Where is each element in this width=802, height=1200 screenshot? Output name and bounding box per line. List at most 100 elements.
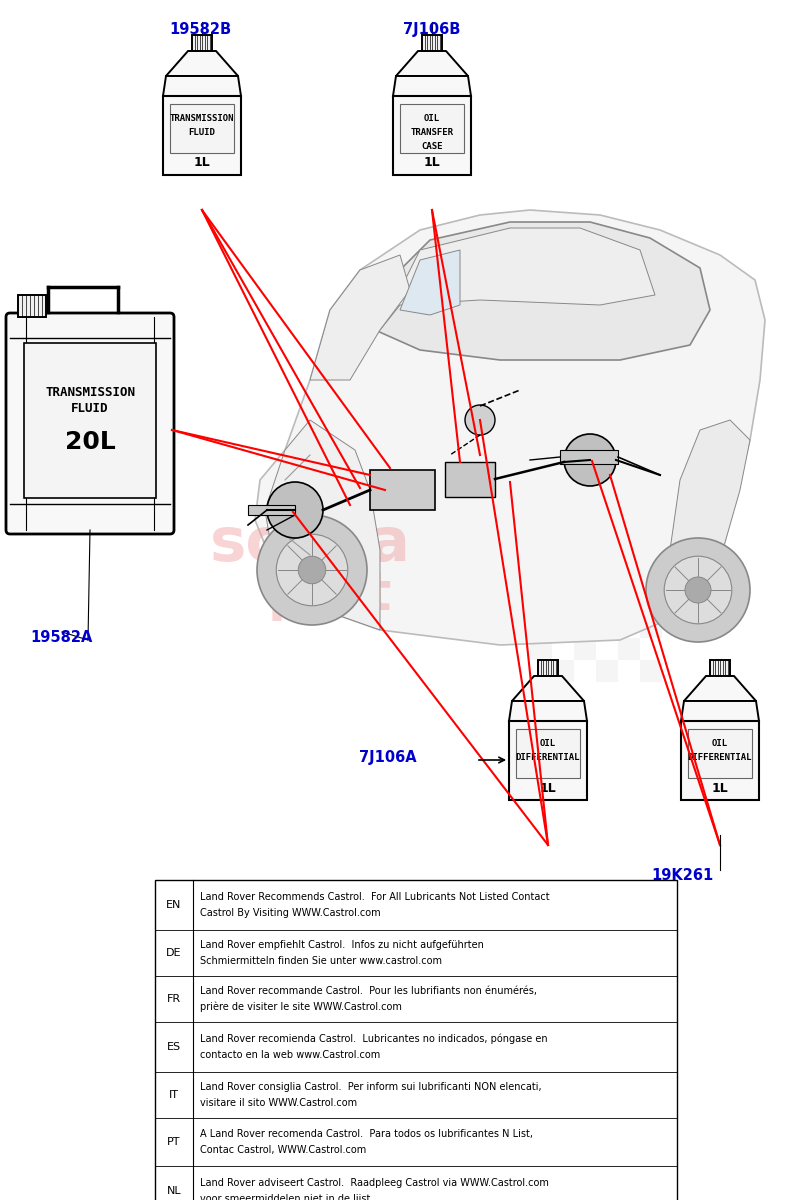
Text: Land Rover adviseert Castrol.  Raadpleeg Castrol via WWW.Castrol.com: Land Rover adviseert Castrol. Raadpleeg …	[200, 1178, 549, 1188]
Bar	[18, 295, 46, 317]
Text: voor smeermiddelen niet in de lijst: voor smeermiddelen niet in de lijst	[200, 1194, 371, 1200]
Text: PT: PT	[168, 1138, 180, 1147]
Text: A Land Rover recomenda Castrol.  Para todos os lubrificantes N List,: A Land Rover recomenda Castrol. Para tod…	[200, 1129, 533, 1139]
Circle shape	[664, 557, 731, 624]
Bar	[560, 450, 618, 464]
Polygon shape	[396, 50, 468, 76]
Text: TRANSMISSION: TRANSMISSION	[45, 386, 135, 398]
Bar	[170, 104, 234, 152]
Polygon shape	[400, 250, 460, 314]
Bar	[618, 594, 640, 616]
Bar	[552, 616, 574, 638]
Text: visitare il sito WWW.Castrol.com: visitare il sito WWW.Castrol.com	[200, 1098, 357, 1108]
Text: 19K261: 19K261	[651, 868, 713, 883]
Circle shape	[276, 534, 348, 606]
Text: DIFFERENTIAL: DIFFERENTIAL	[516, 754, 581, 762]
Text: prière de visiter le site WWW.Castrol.com: prière de visiter le site WWW.Castrol.co…	[200, 1002, 402, 1013]
Text: DE: DE	[166, 948, 182, 958]
Polygon shape	[509, 701, 587, 721]
Polygon shape	[380, 228, 655, 330]
Bar	[596, 616, 618, 638]
Text: DIFFERENTIAL: DIFFERENTIAL	[688, 754, 752, 762]
Bar	[393, 96, 471, 175]
Text: FR: FR	[167, 994, 181, 1004]
Circle shape	[564, 434, 616, 486]
Text: ES: ES	[167, 1042, 181, 1052]
Bar	[248, 505, 295, 515]
Polygon shape	[166, 50, 238, 76]
Text: OIL: OIL	[424, 114, 440, 124]
Text: TRANSMISSION: TRANSMISSION	[170, 114, 234, 124]
Bar	[596, 572, 618, 594]
Polygon shape	[393, 76, 471, 96]
Bar	[681, 721, 759, 800]
Text: Land Rover Recommends Castrol.  For All Lubricants Not Listed Contact: Land Rover Recommends Castrol. For All L…	[200, 892, 549, 902]
Text: 1L: 1L	[711, 781, 728, 794]
Bar	[688, 728, 752, 778]
Text: NL: NL	[167, 1186, 181, 1196]
Polygon shape	[375, 222, 710, 360]
Text: Land Rover recomienda Castrol.  Lubricantes no indicados, póngase en: Land Rover recomienda Castrol. Lubricant…	[200, 1033, 548, 1044]
Bar	[516, 728, 580, 778]
Bar	[618, 638, 640, 660]
Bar	[530, 550, 552, 572]
Text: Contac Castrol, WWW.Castrol.com: Contac Castrol, WWW.Castrol.com	[200, 1145, 367, 1154]
Text: scuda: scuda	[209, 516, 411, 575]
Bar	[574, 594, 596, 616]
Bar	[530, 594, 552, 616]
Text: IT: IT	[169, 1090, 179, 1100]
Circle shape	[267, 482, 323, 538]
Text: Land Rover consiglia Castrol.  Per inform sui lubrificanti NON elencati,: Land Rover consiglia Castrol. Per inform…	[200, 1082, 541, 1092]
Bar	[596, 660, 618, 682]
Bar	[370, 470, 435, 510]
Text: Land Rover recommande Castrol.  Pour les lubrifiants non énumérés,: Land Rover recommande Castrol. Pour les …	[200, 986, 537, 996]
Text: 1L: 1L	[540, 781, 557, 794]
Bar	[530, 638, 552, 660]
Text: 7J106A: 7J106A	[359, 750, 417, 766]
Polygon shape	[265, 420, 380, 630]
Polygon shape	[255, 210, 765, 646]
Polygon shape	[310, 254, 410, 380]
Bar	[618, 550, 640, 572]
Bar	[710, 660, 730, 676]
Bar	[640, 572, 662, 594]
Bar	[445, 462, 495, 497]
Text: OIL: OIL	[540, 739, 556, 749]
Bar	[163, 96, 241, 175]
Bar	[509, 721, 587, 800]
Circle shape	[257, 515, 367, 625]
Polygon shape	[684, 676, 756, 701]
Text: FLUID: FLUID	[71, 402, 109, 415]
Text: TRANSFER: TRANSFER	[411, 128, 453, 137]
Text: Castrol By Visiting WWW.Castrol.com: Castrol By Visiting WWW.Castrol.com	[200, 908, 381, 918]
Text: OIL: OIL	[712, 739, 728, 749]
Text: contacto en la web www.Castrol.com: contacto en la web www.Castrol.com	[200, 1050, 380, 1060]
Text: 1L: 1L	[423, 156, 440, 169]
Text: Land Rover empfiehlt Castrol.  Infos zu nicht aufgeführten: Land Rover empfiehlt Castrol. Infos zu n…	[200, 940, 484, 950]
Bar	[192, 35, 212, 50]
Circle shape	[298, 557, 326, 583]
Polygon shape	[660, 420, 750, 610]
Bar	[574, 638, 596, 660]
Polygon shape	[681, 701, 759, 721]
Circle shape	[685, 577, 711, 602]
Text: 19582A: 19582A	[30, 630, 93, 646]
Text: 1L: 1L	[193, 156, 210, 169]
Bar	[640, 660, 662, 682]
Text: part: part	[268, 569, 392, 622]
Polygon shape	[512, 676, 584, 701]
Bar	[552, 572, 574, 594]
Bar	[24, 342, 156, 498]
Circle shape	[465, 404, 495, 434]
Bar	[422, 35, 442, 50]
Text: 19582B: 19582B	[169, 22, 231, 37]
Circle shape	[646, 538, 750, 642]
Text: 20L: 20L	[65, 431, 115, 455]
Bar	[552, 660, 574, 682]
Bar	[574, 550, 596, 572]
Text: CASE: CASE	[421, 142, 443, 151]
Text: 7J106B: 7J106B	[403, 22, 460, 37]
Bar	[640, 616, 662, 638]
Bar	[538, 660, 558, 676]
Text: FLUID: FLUID	[188, 128, 216, 137]
